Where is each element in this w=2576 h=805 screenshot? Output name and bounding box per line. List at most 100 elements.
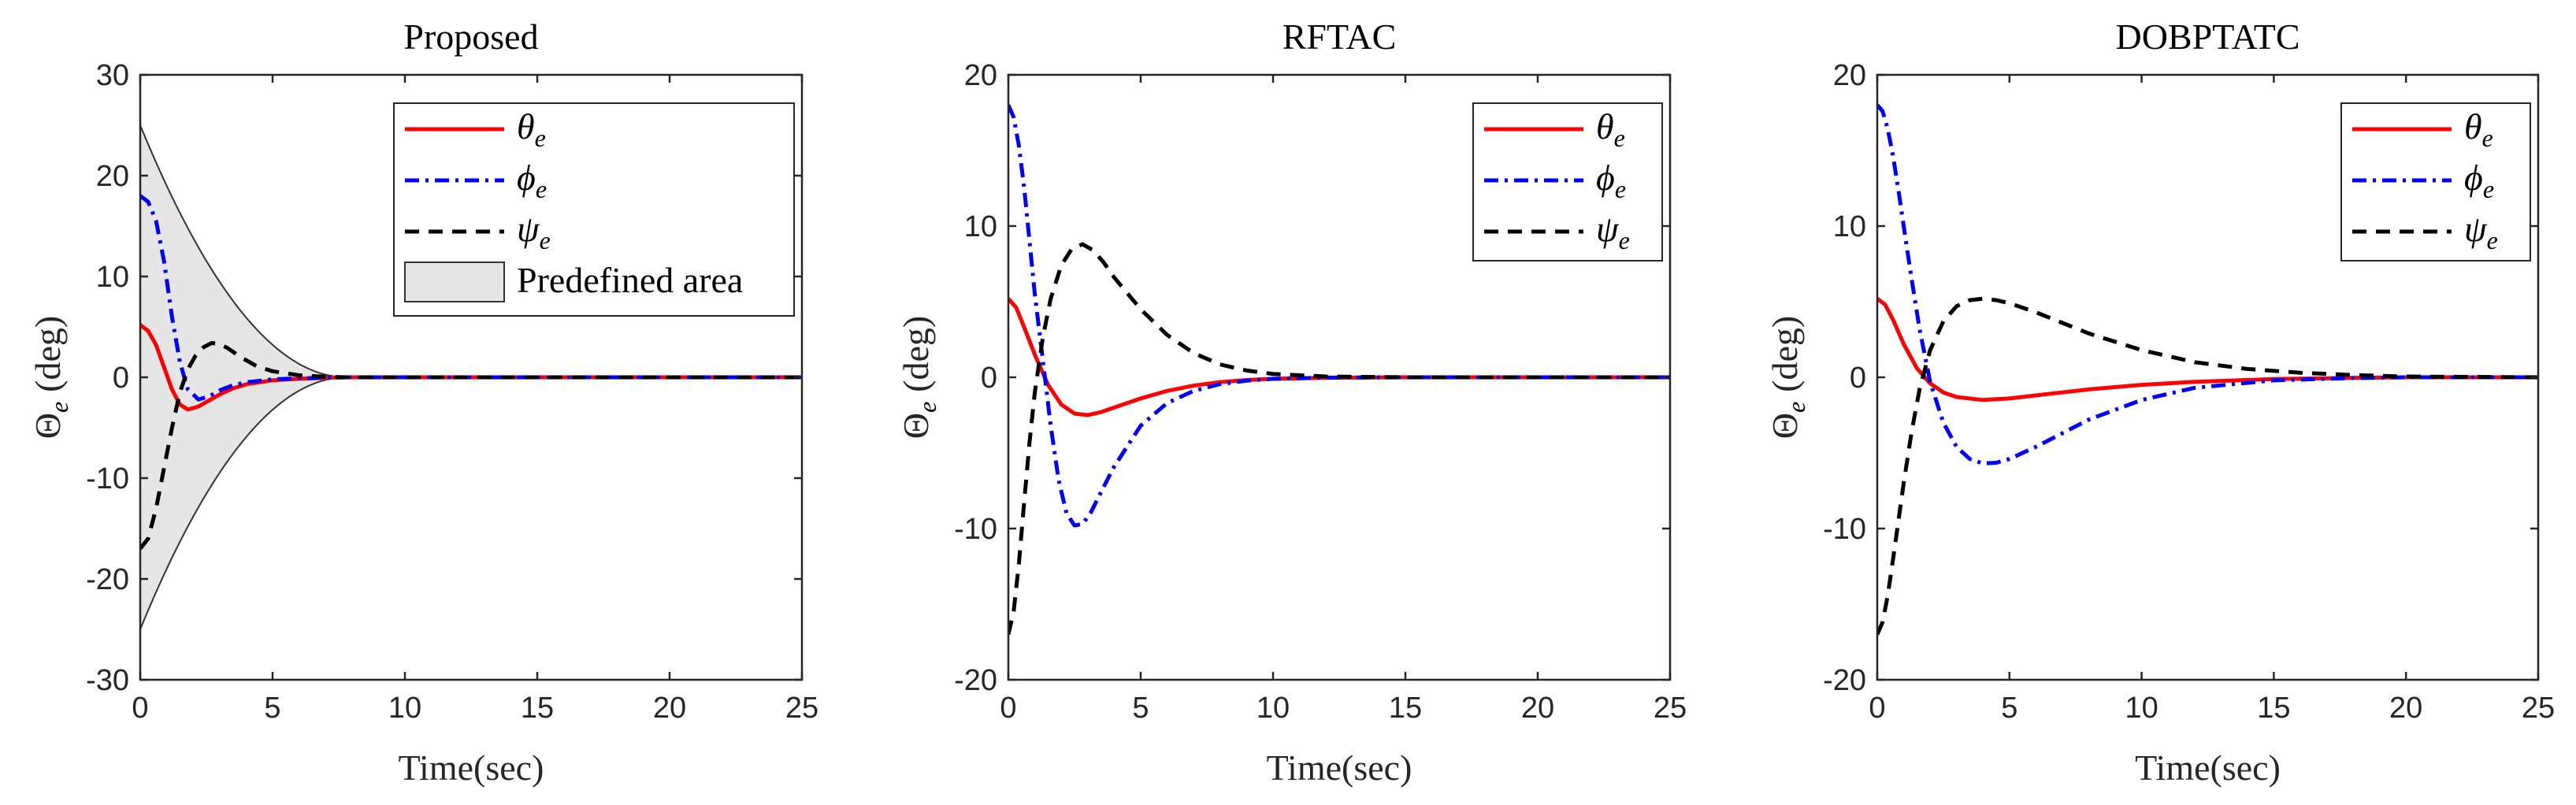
- series-line-phi: [140, 194, 802, 402]
- x-tick-label: 15: [1389, 692, 1422, 725]
- legend-swatch-predefined-area: [404, 262, 505, 302]
- series-line-phi: [1008, 104, 1670, 528]
- y-axis-label-sub: e: [913, 402, 941, 413]
- legend-label-psi-symbol: ψ: [1596, 209, 1620, 249]
- x-tick-label: 10: [388, 692, 421, 725]
- x-axis-label: Time(sec): [399, 748, 544, 788]
- legend-label-theta: θe: [2464, 106, 2493, 152]
- legend-label-theta: θe: [1596, 106, 1625, 152]
- plot-content: [140, 124, 802, 630]
- legend-label-phi: ϕe: [1596, 158, 1626, 203]
- y-axis-label-symbol: Θ: [28, 413, 68, 439]
- legend-label-phi-sub: e: [1615, 175, 1626, 203]
- y-axis-label-symbol: Θ: [896, 413, 936, 439]
- y-tick-label: -20: [1823, 664, 1866, 697]
- y-axis-label-unit: (deg): [1765, 316, 1805, 392]
- x-tick-label: 5: [264, 692, 280, 725]
- y-axis-label-unit: (deg): [28, 316, 68, 392]
- predefined-area: [140, 125, 347, 629]
- y-tick-label: -10: [954, 513, 997, 546]
- x-tick-label: 25: [785, 692, 818, 725]
- y-tick-label: 20: [964, 59, 997, 92]
- chart-title: Proposed: [403, 17, 538, 57]
- y-axis-label-sub: e: [45, 402, 73, 413]
- legend-label-psi-symbol: ψ: [517, 209, 540, 249]
- legend-label-phi: ϕe: [517, 158, 547, 203]
- legend-label-psi-sub: e: [1619, 226, 1630, 254]
- series-line-psi: [1877, 296, 2538, 636]
- legend-label-theta-sub: e: [2482, 124, 2493, 152]
- x-tick-label: 5: [1132, 692, 1149, 725]
- y-tick-label: 0: [113, 362, 129, 395]
- legend-label-psi-symbol: ψ: [2464, 209, 2488, 249]
- series-line-psi: [140, 340, 802, 551]
- legend-label-theta: θe: [517, 106, 546, 152]
- y-axis-label-symbol: Θ: [1765, 413, 1805, 439]
- legend-label-psi: ψe: [2464, 209, 2498, 254]
- legend-label-psi: ψe: [517, 209, 551, 254]
- y-axis-label: Θe (deg): [1765, 316, 1810, 440]
- chart-panel-dobptatc: 0 5 10 15 20 25 20 10 0 -10 -20 DOBPTATC Time(sec) Θe…: [1765, 17, 2555, 788]
- legend-label-phi-symbol: ϕ: [2464, 158, 2483, 198]
- x-tick-label: 20: [2389, 692, 2422, 725]
- legend-label-theta-sub: e: [535, 124, 546, 152]
- y-axis-label-unit: (deg): [896, 316, 936, 392]
- legend-label-theta-symbol: θ: [2464, 106, 2482, 147]
- y-axis-label-sub: e: [1782, 402, 1810, 413]
- y-tick-label: 10: [96, 261, 129, 294]
- y-tick-label: -20: [954, 664, 997, 697]
- predefined-area-upper-bound: [140, 124, 347, 378]
- legend-label-theta-sub: e: [1614, 124, 1625, 152]
- x-axis-label: Time(sec): [2135, 748, 2281, 788]
- legend-label-phi-sub: e: [536, 175, 547, 203]
- chart-title: RFTAC: [1282, 17, 1397, 57]
- y-tick-label: 20: [1833, 59, 1866, 92]
- plot-content: [1008, 104, 1670, 635]
- x-tick-label: 20: [653, 692, 686, 725]
- y-axis-label: Θe (deg): [896, 316, 941, 440]
- y-tick-label: 30: [96, 59, 129, 92]
- legend-label-theta-symbol: θ: [517, 106, 535, 147]
- x-tick-label: 0: [1869, 692, 1885, 725]
- y-axis-label: Θe (deg): [28, 316, 73, 440]
- y-tick-label: -10: [86, 462, 129, 495]
- legend-label-phi-symbol: ϕ: [1596, 158, 1615, 198]
- x-tick-label: 10: [2125, 692, 2158, 725]
- y-tick-label: -20: [86, 563, 129, 596]
- x-tick-label: 25: [2522, 692, 2555, 725]
- chart-title: DOBPTATC: [2115, 17, 2299, 57]
- series-line-phi: [1877, 103, 2538, 466]
- x-tick-label: 20: [1521, 692, 1554, 725]
- x-tick-label: 0: [1000, 692, 1016, 725]
- legend-label-psi-sub: e: [540, 226, 551, 254]
- plot-content: [1877, 103, 2538, 636]
- y-tick-label: 10: [964, 210, 997, 243]
- legend-label-psi: ψe: [1596, 209, 1630, 254]
- x-tick-label: 25: [1654, 692, 1687, 725]
- y-tick-label: -10: [1823, 513, 1866, 546]
- legend-label-phi: ϕe: [2464, 158, 2494, 203]
- legend-label-phi-symbol: ϕ: [517, 158, 536, 198]
- chart-panel-rftac: 0 5 10 15 20 25 20 10 0 -10 -20 RFTAC Time(sec) Θe (de…: [896, 17, 1687, 788]
- legend-label-predefined-area: Predefined area: [517, 260, 743, 300]
- chart-panel-proposed: 0 5 10 15 20 25 30 20 10 0 -10 -20 -30 Proposed Time(s…: [28, 17, 818, 788]
- y-tick-label: -30: [86, 664, 129, 697]
- y-tick-label: 0: [1850, 362, 1866, 395]
- predefined-area-lower-bound: [140, 377, 347, 630]
- x-axis-label: Time(sec): [1267, 748, 1412, 788]
- y-tick-label: 10: [1833, 210, 1866, 243]
- x-tick-label: 15: [2257, 692, 2290, 725]
- legend-label-phi-sub: e: [2483, 175, 2494, 203]
- legend-label-theta-symbol: θ: [1596, 106, 1614, 147]
- y-tick-label: 0: [981, 362, 997, 395]
- y-tick-label: 20: [96, 160, 129, 193]
- x-tick-label: 0: [132, 692, 148, 725]
- x-tick-label: 5: [2001, 692, 2017, 725]
- legend-label-psi-sub: e: [2487, 226, 2498, 254]
- x-tick-label: 15: [521, 692, 554, 725]
- x-tick-label: 10: [1256, 692, 1290, 725]
